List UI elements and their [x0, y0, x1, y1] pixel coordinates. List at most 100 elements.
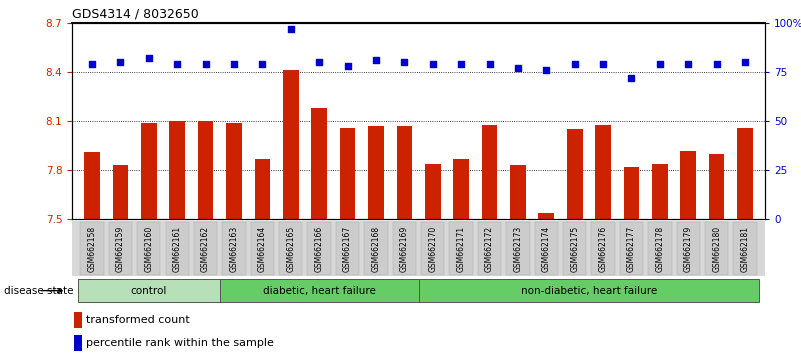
Bar	[737, 128, 753, 219]
Bar	[453, 159, 469, 219]
Point	[568, 62, 581, 67]
Text: GSM662177: GSM662177	[627, 225, 636, 272]
FancyBboxPatch shape	[219, 279, 418, 302]
Point	[143, 56, 155, 61]
FancyBboxPatch shape	[648, 222, 671, 275]
Point	[256, 62, 269, 67]
FancyBboxPatch shape	[449, 222, 473, 275]
Bar	[652, 164, 668, 219]
Point	[540, 67, 553, 73]
Bar	[283, 70, 299, 219]
Text: GSM662165: GSM662165	[286, 225, 296, 272]
Point	[227, 62, 240, 67]
FancyBboxPatch shape	[506, 222, 529, 275]
Point	[739, 59, 751, 65]
FancyBboxPatch shape	[80, 222, 103, 275]
Text: GDS4314 / 8032650: GDS4314 / 8032650	[72, 7, 199, 21]
Text: GSM662162: GSM662162	[201, 225, 210, 272]
Point	[654, 62, 666, 67]
Text: GSM662158: GSM662158	[87, 225, 96, 272]
Text: GSM662170: GSM662170	[429, 225, 437, 272]
Text: GSM662180: GSM662180	[712, 225, 721, 272]
FancyBboxPatch shape	[563, 222, 586, 275]
Bar	[425, 164, 441, 219]
Point	[284, 26, 297, 32]
Bar	[396, 126, 413, 219]
Bar	[74, 312, 83, 328]
Bar	[624, 167, 639, 219]
FancyBboxPatch shape	[166, 222, 189, 275]
Text: GSM662163: GSM662163	[229, 225, 239, 272]
Text: GSM662164: GSM662164	[258, 225, 267, 272]
Bar	[74, 335, 83, 350]
Point	[426, 62, 439, 67]
FancyBboxPatch shape	[336, 222, 359, 275]
Text: GSM662169: GSM662169	[400, 225, 409, 272]
Text: diabetic, heart failure: diabetic, heart failure	[263, 286, 376, 296]
Text: control: control	[131, 286, 167, 296]
FancyBboxPatch shape	[194, 222, 217, 275]
FancyBboxPatch shape	[421, 222, 445, 275]
Point	[597, 62, 610, 67]
Bar	[567, 130, 582, 219]
Text: transformed count: transformed count	[86, 315, 190, 325]
Bar	[113, 165, 128, 219]
Text: GSM662159: GSM662159	[116, 225, 125, 272]
FancyBboxPatch shape	[591, 222, 614, 275]
FancyBboxPatch shape	[251, 222, 274, 275]
Text: GSM662178: GSM662178	[655, 225, 664, 272]
Text: GSM662161: GSM662161	[173, 225, 182, 272]
Bar	[226, 123, 242, 219]
Point	[341, 63, 354, 69]
Bar	[681, 151, 696, 219]
Bar	[141, 123, 156, 219]
FancyBboxPatch shape	[308, 222, 331, 275]
Text: GSM662168: GSM662168	[372, 225, 380, 272]
FancyBboxPatch shape	[392, 222, 416, 275]
FancyBboxPatch shape	[705, 222, 728, 275]
Point	[312, 59, 325, 65]
FancyBboxPatch shape	[137, 222, 160, 275]
Bar	[312, 108, 327, 219]
FancyBboxPatch shape	[279, 222, 303, 275]
FancyBboxPatch shape	[223, 222, 246, 275]
Bar	[595, 125, 611, 219]
Text: GSM662166: GSM662166	[315, 225, 324, 272]
Point	[483, 62, 496, 67]
Text: GSM662181: GSM662181	[741, 225, 750, 272]
Text: percentile rank within the sample: percentile rank within the sample	[86, 338, 274, 348]
Bar	[538, 213, 554, 219]
Point	[114, 59, 127, 65]
Point	[171, 62, 183, 67]
FancyBboxPatch shape	[418, 279, 759, 302]
Text: GSM662174: GSM662174	[541, 225, 551, 272]
Text: GSM662160: GSM662160	[144, 225, 153, 272]
Text: GSM662173: GSM662173	[513, 225, 522, 272]
Point	[86, 62, 99, 67]
Point	[199, 62, 212, 67]
FancyBboxPatch shape	[620, 222, 643, 275]
Bar	[510, 165, 525, 219]
Point	[455, 62, 468, 67]
FancyBboxPatch shape	[534, 222, 558, 275]
Point	[512, 65, 525, 71]
FancyBboxPatch shape	[364, 222, 388, 275]
Bar	[709, 154, 724, 219]
Bar	[84, 152, 100, 219]
Text: GSM662167: GSM662167	[343, 225, 352, 272]
Point	[369, 57, 382, 63]
FancyBboxPatch shape	[478, 222, 501, 275]
Bar	[368, 126, 384, 219]
FancyBboxPatch shape	[109, 222, 132, 275]
FancyBboxPatch shape	[78, 279, 219, 302]
FancyBboxPatch shape	[677, 222, 700, 275]
Text: GSM662175: GSM662175	[570, 225, 579, 272]
Point	[710, 62, 723, 67]
FancyBboxPatch shape	[734, 222, 757, 275]
Text: GSM662179: GSM662179	[684, 225, 693, 272]
Text: GSM662171: GSM662171	[457, 225, 465, 272]
Bar	[169, 121, 185, 219]
Point	[625, 75, 638, 81]
Text: non-diabetic, heart failure: non-diabetic, heart failure	[521, 286, 657, 296]
Bar	[198, 121, 213, 219]
